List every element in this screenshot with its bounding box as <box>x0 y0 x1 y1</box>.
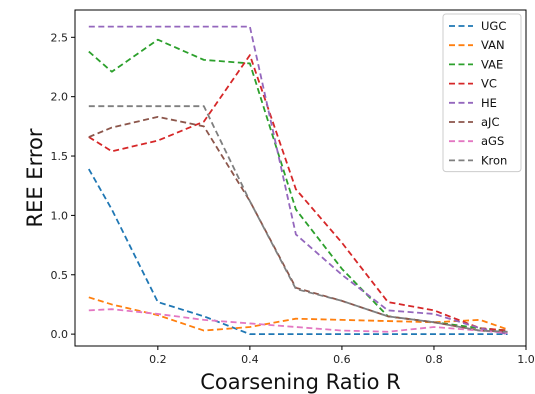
legend-label-he: HE <box>481 96 497 110</box>
series-line-vae <box>88 38 508 332</box>
legend-label-kron: Kron <box>481 153 507 167</box>
legend-box <box>442 13 522 173</box>
x-tick-label: 0.6 <box>333 353 351 366</box>
legend-label-ags: aGS <box>481 134 504 148</box>
y-tick-label: 2.0 <box>51 91 69 104</box>
legend-label-vc: VC <box>481 77 497 91</box>
legend-label-van: VAN <box>481 38 505 52</box>
x-axis-ticks: 0.2 0.4 0.6 0.8 1.0 <box>149 346 535 366</box>
y-axis-ticks: 0.0 0.5 1.0 1.5 2.0 2.5 <box>51 31 75 341</box>
series-line-van <box>88 296 508 332</box>
x-tick-label: 0.8 <box>425 353 443 366</box>
legend-label-ajc: aJC <box>481 115 499 129</box>
legend-label-vae: VAE <box>481 57 503 71</box>
x-tick-label: 0.4 <box>241 353 259 366</box>
y-axis-title: REE Error <box>23 128 47 227</box>
y-tick-label: 1.0 <box>51 209 69 222</box>
plot-frame <box>74 9 527 347</box>
series-line-vc <box>88 54 508 332</box>
legend: UGC VAN VAE VC HE aJC aGS Kron <box>442 13 522 173</box>
x-tick-label: 1.0 <box>517 353 535 366</box>
legend-label-ugc: UGC <box>481 19 506 33</box>
series-line-ags <box>88 308 508 334</box>
y-tick-label: 0.5 <box>51 269 69 282</box>
x-axis-title: Coarsening Ratio R <box>200 370 401 394</box>
series-line-ugc <box>88 168 508 336</box>
y-tick-label: 2.5 <box>51 31 69 44</box>
y-tick-label: 0.0 <box>51 328 69 341</box>
series-line-he <box>88 25 508 336</box>
y-tick-label: 1.5 <box>51 150 69 163</box>
x-tick-label: 0.2 <box>149 353 167 366</box>
series-line-kron <box>88 105 508 333</box>
series-layer <box>88 25 508 336</box>
